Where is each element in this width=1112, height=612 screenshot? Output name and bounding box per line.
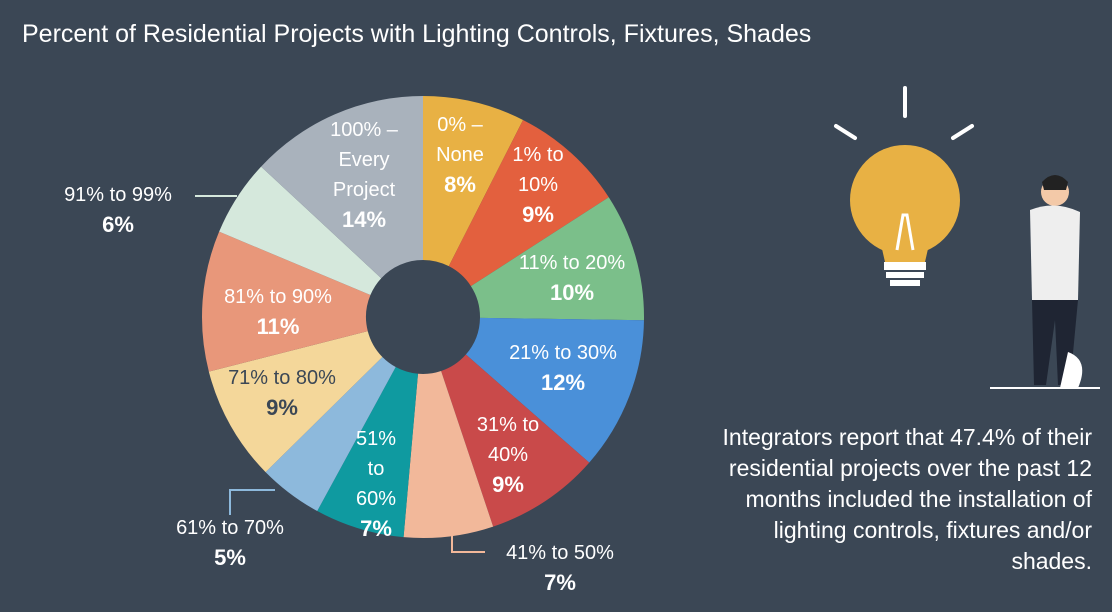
value-label: 10% bbox=[549, 280, 595, 305]
slice-label: 21% to 30% 12% bbox=[493, 338, 633, 398]
value-label: 14% bbox=[341, 207, 387, 232]
category-label: 1% to 10% bbox=[512, 144, 564, 196]
category-label: 11% to 20% bbox=[518, 252, 626, 274]
slice bbox=[261, 96, 423, 279]
category-label: 21% to 30% bbox=[509, 342, 617, 364]
slice bbox=[317, 367, 418, 538]
slice-label: 61% to 70% 5% bbox=[150, 513, 310, 573]
slice bbox=[441, 354, 590, 527]
slice bbox=[202, 231, 371, 372]
slice-label: 1% to 10% 9% bbox=[502, 140, 574, 230]
category-label: 100% – Every Project bbox=[330, 119, 398, 201]
value-label: 5% bbox=[214, 545, 246, 570]
slice bbox=[403, 371, 494, 538]
value-label: 7% bbox=[360, 516, 392, 541]
slice-label: 41% to 50% 7% bbox=[480, 538, 640, 598]
value-label: 12% bbox=[540, 370, 586, 395]
category-label: 81% to 90% bbox=[224, 286, 332, 308]
category-label: 91% to 99% bbox=[64, 184, 172, 206]
slice bbox=[208, 331, 383, 473]
slice-label: 81% to 90% 11% bbox=[203, 282, 353, 342]
category-label: 71% to 80% bbox=[228, 367, 336, 389]
category-label: 41% to 50% bbox=[506, 542, 614, 564]
value-label: 8% bbox=[444, 172, 476, 197]
slice-label: 31% to 40% 9% bbox=[473, 410, 543, 500]
leader-line bbox=[229, 489, 275, 515]
value-label: 7% bbox=[544, 570, 576, 595]
value-label: 9% bbox=[522, 202, 554, 227]
slice-label: 51% to 60% 7% bbox=[346, 424, 406, 544]
illustration bbox=[834, 86, 1100, 389]
chart-title: Percent of Residential Projects with Lig… bbox=[22, 20, 812, 48]
slice bbox=[448, 119, 609, 287]
value-label: 11% bbox=[256, 314, 300, 339]
slice bbox=[470, 197, 644, 321]
slice bbox=[465, 317, 644, 463]
category-label: 51% to 60% bbox=[355, 428, 397, 510]
slice bbox=[423, 96, 524, 267]
slice bbox=[219, 166, 382, 295]
slice-label: 71% to 80% 9% bbox=[207, 363, 357, 423]
slice-label: 91% to 99% 6% bbox=[38, 180, 198, 240]
category-label: 31% to 40% bbox=[476, 414, 540, 466]
slice-label: 0% – None 8% bbox=[424, 110, 496, 200]
value-label: 9% bbox=[266, 395, 298, 420]
value-label: 9% bbox=[492, 472, 524, 497]
category-label: 0% – None bbox=[436, 114, 484, 166]
leader-line bbox=[451, 522, 485, 553]
category-label: 61% to 70% bbox=[176, 517, 284, 539]
slice bbox=[265, 357, 396, 512]
slice-label: 11% to 20% 10% bbox=[502, 248, 642, 308]
note: Integrators report that 47.4% of their r… bbox=[722, 424, 1092, 574]
value-label: 6% bbox=[102, 212, 134, 237]
slice-label: 100% – Every Project 14% bbox=[314, 115, 414, 235]
